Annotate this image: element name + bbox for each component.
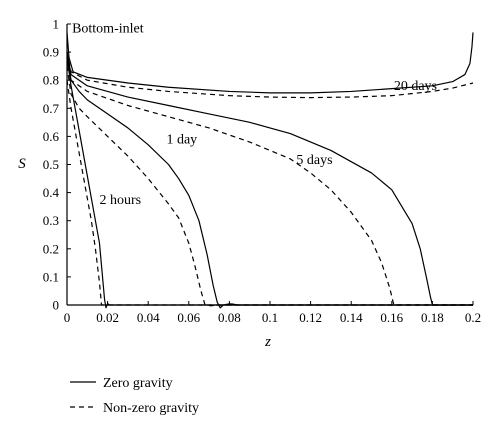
y-tick-label: 0 (53, 298, 60, 313)
zero-gravity-curve-6 (66, 57, 473, 309)
x-tick-label: 0.16 (380, 310, 403, 325)
non-zero-gravity-curve-7 (66, 80, 473, 306)
non-zero-gravity-curve-3 (66, 52, 473, 306)
y-tick-label: 1 (53, 17, 60, 32)
annotation-2-hours: 2 hours (99, 193, 141, 208)
legend-label-zero-gravity: Zero gravity (103, 376, 173, 391)
y-tick-label: 0.8 (43, 73, 59, 88)
y-tick-label: 0.3 (43, 213, 59, 228)
y-tick-label: 0.6 (43, 129, 60, 144)
y-tick-label: 0.2 (43, 241, 59, 256)
x-tick-label: 0.12 (299, 310, 322, 325)
non-zero-gravity-curve-5 (66, 66, 473, 307)
y-tick-label: 0.4 (43, 185, 60, 200)
annotation-20-days: 20 days (394, 79, 437, 94)
x-axis-label: z (264, 334, 271, 350)
x-tick-label: 0.06 (177, 310, 200, 325)
axes (66, 24, 473, 306)
zero-gravity-curve-2 (66, 51, 473, 306)
non-zero-gravity-curve-1 (66, 51, 474, 99)
y-tick-label: 0.7 (43, 101, 60, 116)
y-tick-label: 0.5 (43, 157, 59, 172)
x-tick-label: 0.14 (340, 310, 363, 325)
zero-gravity-curve-4 (66, 52, 473, 309)
x-tick-label: 0.04 (137, 310, 160, 325)
legend: Zero gravity Non-zero gravity (70, 376, 199, 416)
y-tick-label: 0.9 (43, 45, 59, 60)
y-tick-label: 0.1 (43, 269, 59, 284)
zero-gravity-curve-0 (66, 32, 474, 94)
x-tick-label: 0.1 (262, 310, 278, 325)
x-tick-label: 0.2 (465, 310, 481, 325)
annotation-bottom-inlet: Bottom-inlet (72, 21, 144, 36)
annotation-1-day: 1 day (166, 132, 197, 147)
y-axis-label: S (18, 156, 26, 172)
x-tick-label: 0.08 (218, 310, 241, 325)
x-ticks: 0 0.02 0.04 0.06 0.08 0.1 0.12 0.14 0.16 0.18 0.2 (64, 301, 481, 325)
annotation-5-days: 5 days (296, 153, 332, 168)
x-tick-label: 0 (64, 310, 71, 325)
y-ticks: 0 0.1 0.2 0.3 0.4 0.5 0.6 0.7 0.8 0.9 1 (43, 17, 71, 313)
annotations: Bottom-inlet 20 days 1 day 5 days 2 hours (72, 21, 437, 207)
curves (66, 32, 474, 309)
legend-label-non-zero-gravity: Non-zero gravity (103, 401, 199, 416)
x-tick-label: 0.18 (421, 310, 444, 325)
x-tick-label: 0.02 (96, 310, 119, 325)
